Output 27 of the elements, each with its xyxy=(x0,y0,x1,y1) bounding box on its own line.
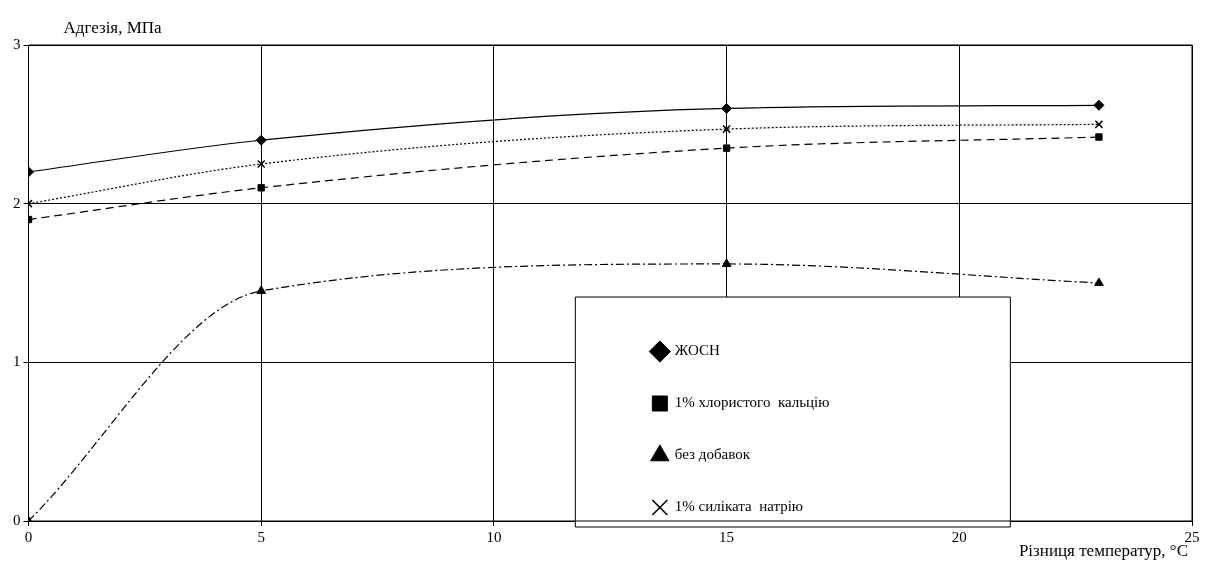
y-tick-label: 0 xyxy=(13,511,21,528)
point xyxy=(722,144,731,152)
point xyxy=(257,184,265,192)
point xyxy=(256,159,266,169)
point xyxy=(721,102,733,114)
x-tick-label: 25 xyxy=(1184,528,1200,545)
legend-label: ЖОСН xyxy=(674,342,720,359)
y-tick-label: 3 xyxy=(13,35,21,52)
x-tick-label: 15 xyxy=(719,528,735,545)
point xyxy=(255,134,267,146)
point xyxy=(1094,277,1104,286)
y-tick-label: 1 xyxy=(13,353,21,370)
y-axis-title: Адгезія, МПа xyxy=(63,17,163,37)
point xyxy=(1094,120,1104,129)
x-tick-label: 5 xyxy=(257,528,265,545)
point xyxy=(1093,99,1105,111)
point xyxy=(721,258,732,267)
point xyxy=(1095,133,1103,141)
point xyxy=(256,285,267,294)
point xyxy=(722,124,731,134)
legend-label: без добавок xyxy=(674,446,751,463)
legend-label: 1% хлористого кальцію xyxy=(674,394,830,411)
x-tick-label: 10 xyxy=(486,528,502,545)
legend-label: 1% силіката натрію xyxy=(674,498,804,515)
y-tick-label: 2 xyxy=(13,194,21,211)
x-tick-label: 0 xyxy=(24,528,33,545)
x-tick-label: 20 xyxy=(951,528,967,545)
